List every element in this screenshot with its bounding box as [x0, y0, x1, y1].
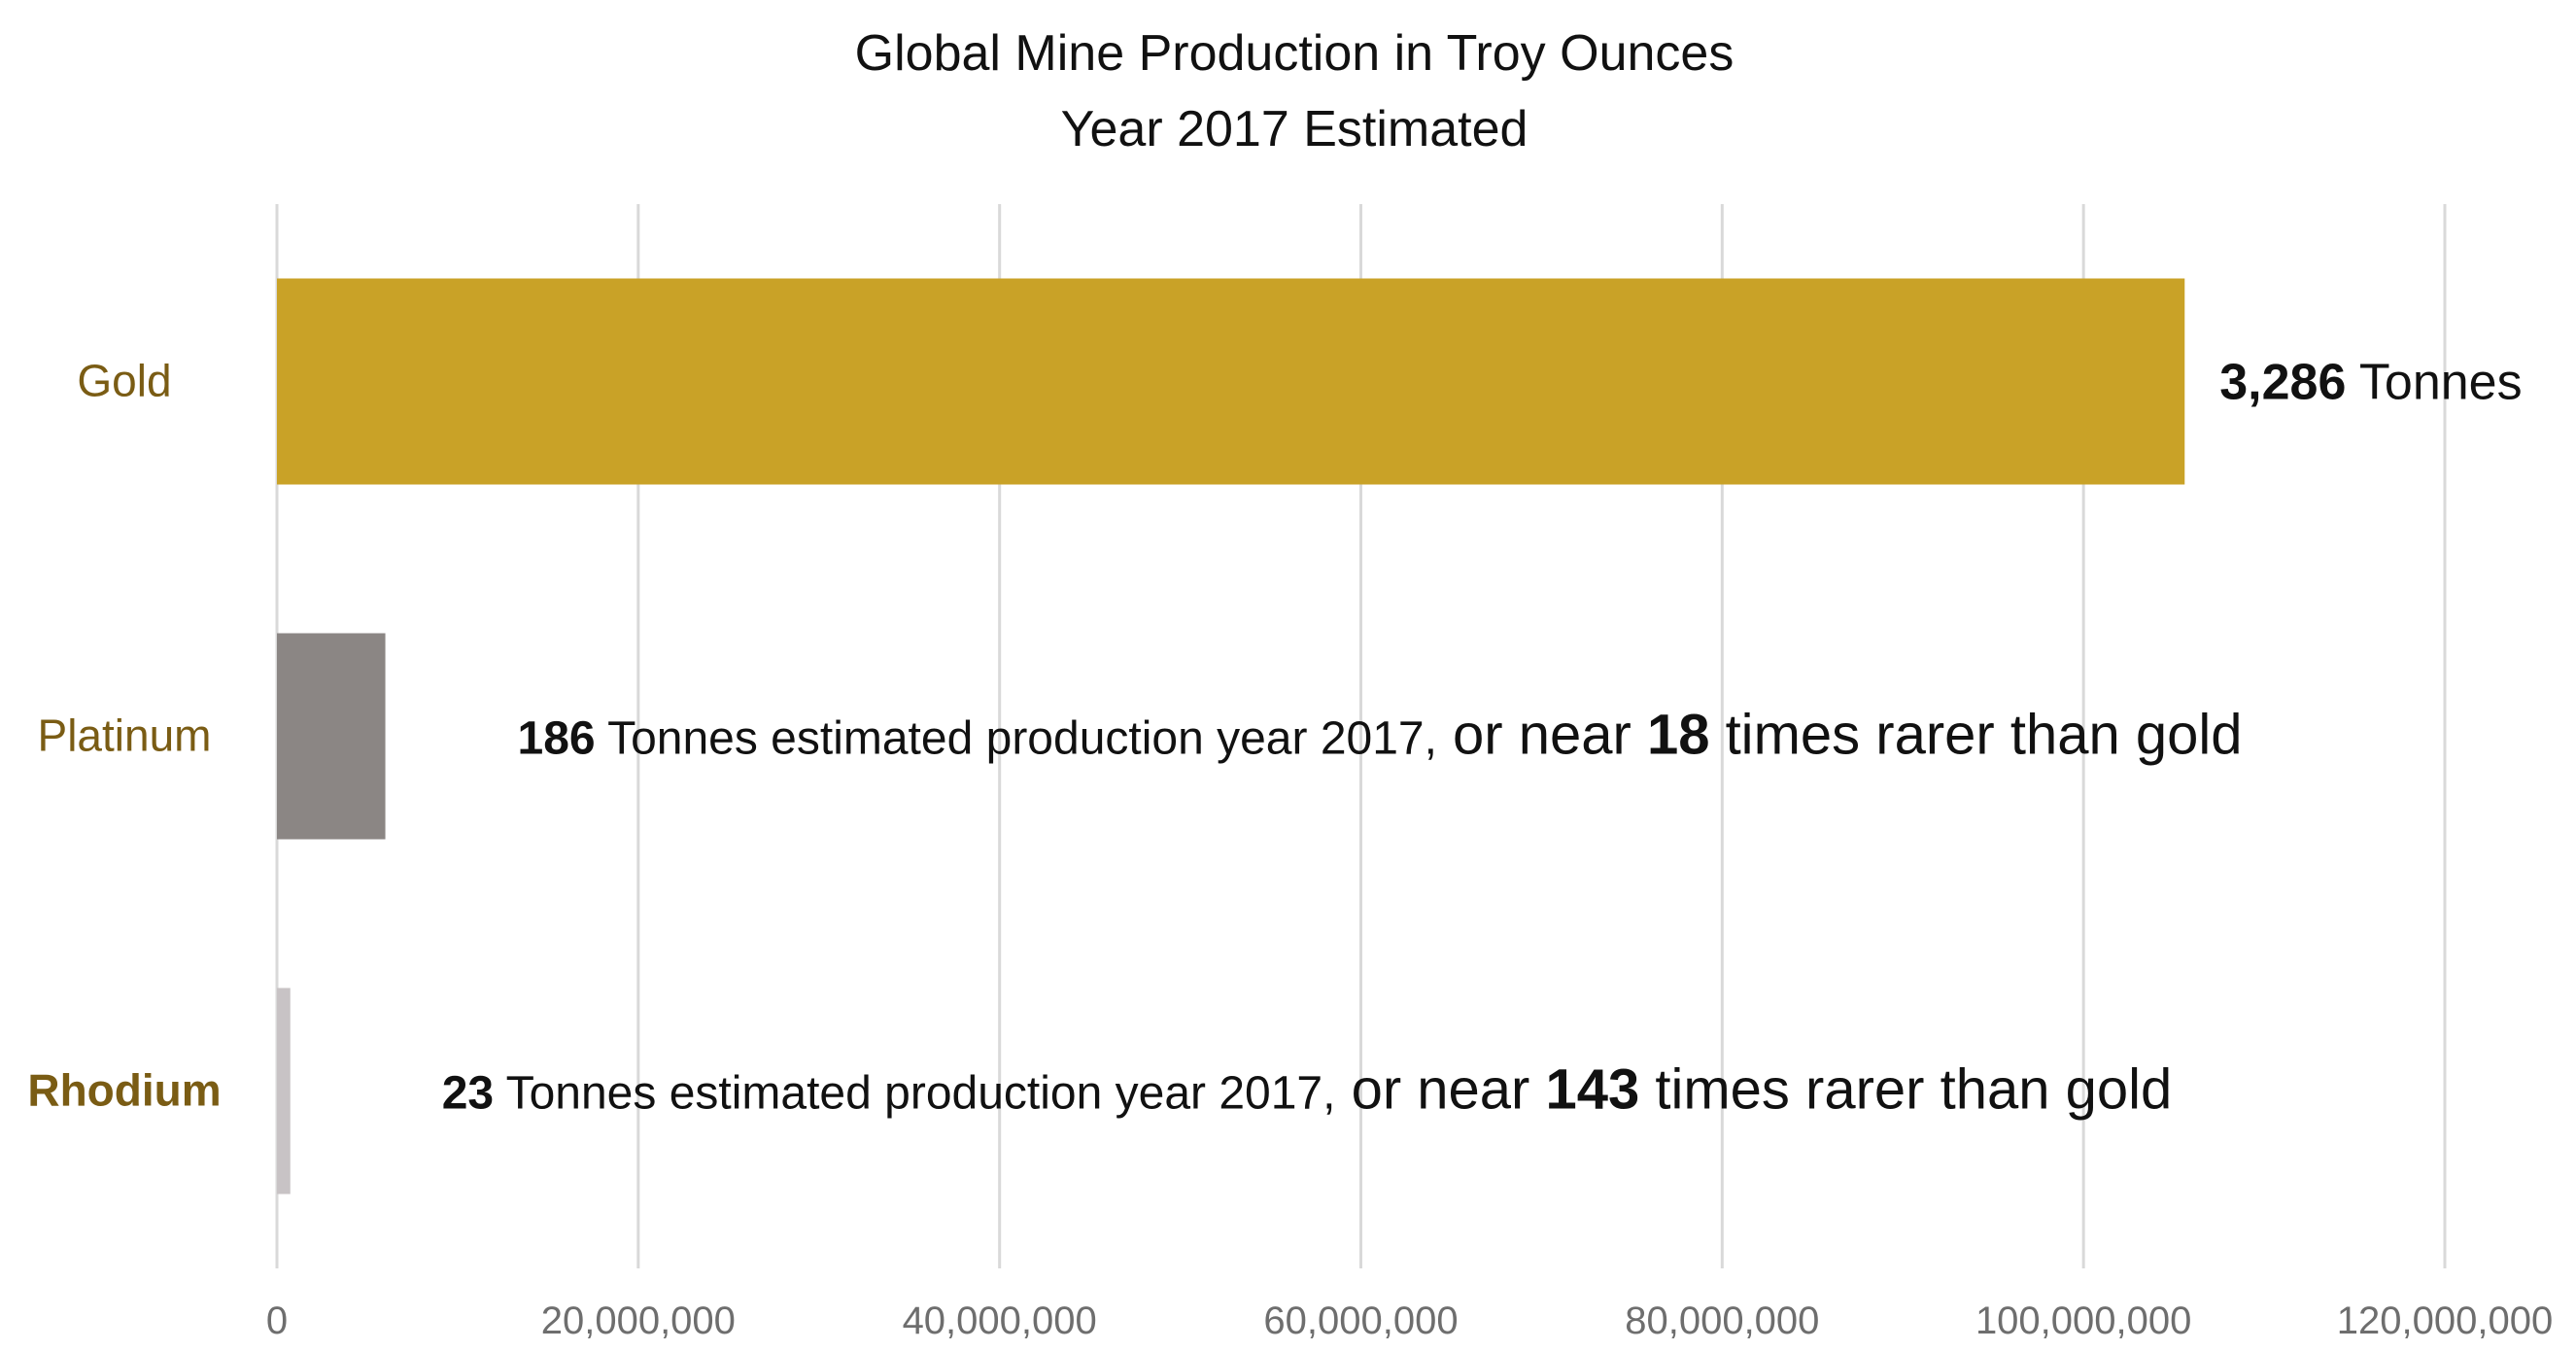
- x-tick-label: 0: [266, 1299, 288, 1342]
- x-tick-label: 120,000,000: [2337, 1299, 2553, 1342]
- category-label-rhodium: Rhodium: [27, 1065, 221, 1116]
- bar-platinum: [277, 633, 386, 840]
- category-labels: Gold Platinum Rhodium: [27, 356, 221, 1116]
- x-tick-label: 60,000,000: [1263, 1299, 1458, 1342]
- chart-subtitle: Year 2017 Estimated: [1061, 101, 1528, 157]
- x-tick-label: 40,000,000: [903, 1299, 1097, 1342]
- annotation-rhodium: 23 Tonnes estimated production year 2017…: [442, 1058, 2173, 1122]
- x-tick-label: 80,000,000: [1625, 1299, 1819, 1342]
- x-tick-label: 20,000,000: [541, 1299, 736, 1342]
- annotation-platinum: 186 Tonnes estimated production year 201…: [518, 704, 2243, 767]
- annotation-gold: 3,286 Tonnes: [2219, 355, 2522, 411]
- bar-annotations: 3,286 Tonnes 186 Tonnes estimated product…: [442, 355, 2523, 1122]
- x-tick-label: 100,000,000: [1975, 1299, 2191, 1342]
- chart-title: Global Mine Production in Troy Ounces: [855, 25, 1735, 82]
- category-label-gold: Gold: [77, 356, 171, 406]
- x-axis-tick-labels: 0 20,000,000 40,000,000 60,000,000 80,000,00…: [266, 1299, 2553, 1342]
- bars: [277, 278, 2185, 1195]
- bar-rhodium: [277, 987, 291, 1195]
- bar-gold: [277, 278, 2185, 485]
- category-label-platinum: Platinum: [38, 710, 212, 761]
